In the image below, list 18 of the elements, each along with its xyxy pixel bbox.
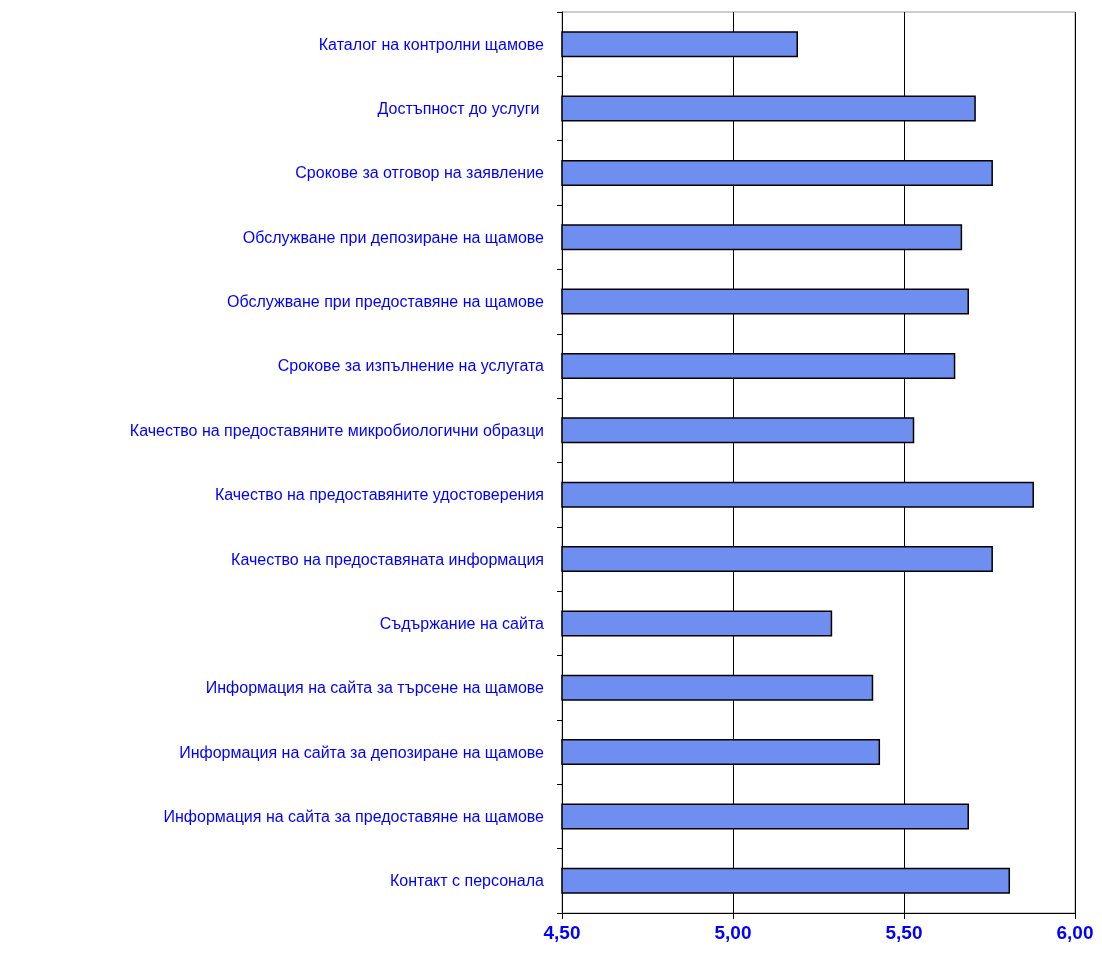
y-tick-label: Информация на сайта за депозиране на щамове bbox=[179, 743, 545, 761]
y-tick-label: Контакт с персонала bbox=[389, 872, 545, 890]
y-tick-label: Достъпност до услуги bbox=[377, 100, 544, 118]
y-tick-label: Каталог на контролни щамове bbox=[318, 35, 545, 53]
y-tick-label: Качество на предоставяните микробиологични образци bbox=[129, 421, 544, 439]
y-tick-label: Качество на предоставяната информация bbox=[231, 550, 544, 568]
y-tick-label: Срокове за изпълнение на услугата bbox=[277, 357, 545, 375]
y-tick-label: Обслужване при депозиране на щамове bbox=[242, 228, 545, 246]
y-tick-label: Срокове за отговор на заявление bbox=[295, 164, 545, 182]
x-tick-label: 4,50 bbox=[543, 922, 581, 943]
y-tick-label: Информация на сайта за предоставяне на щамове bbox=[163, 807, 545, 825]
x-tick-label: 5,00 bbox=[714, 922, 752, 943]
y-tick-label: Качество на предоставяните удостоверения bbox=[214, 486, 544, 504]
x-tick-label: 6,00 bbox=[1056, 922, 1094, 943]
x-tick-label: 5,50 bbox=[885, 922, 923, 943]
y-tick-label: Обслужване при предоставяне на щамове bbox=[227, 293, 545, 311]
y-tick-label: Съдържание на сайта bbox=[379, 614, 545, 632]
y-tick-label: Информация на сайта за търсене на щамове bbox=[205, 679, 545, 697]
